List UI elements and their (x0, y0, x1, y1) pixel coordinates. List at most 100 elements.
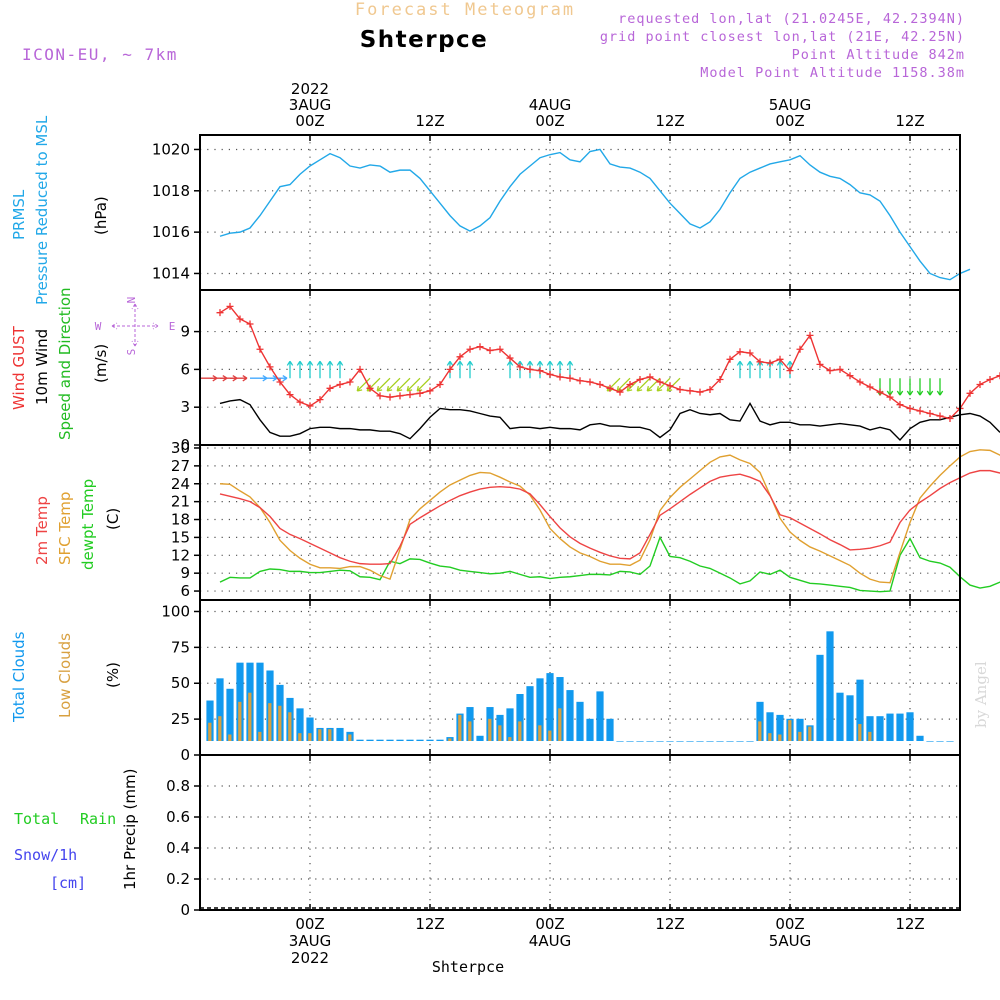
total-cloud-bar (756, 701, 764, 741)
gust-point (626, 381, 634, 389)
y-tick-label: 24 (171, 475, 190, 493)
top-time-label: 12Z (655, 112, 684, 130)
temp-2m-label: 2m Temp (33, 496, 51, 565)
panel-grids (200, 135, 960, 910)
total-cloud-bar (916, 735, 924, 741)
gust-point (616, 388, 624, 396)
wind-arrow-icon (896, 378, 904, 396)
compass-cross-icon (111, 303, 159, 347)
low-cloud-bar (858, 724, 862, 741)
gust-point (466, 345, 474, 353)
gust-point (706, 386, 714, 394)
gust-point (266, 363, 274, 371)
wind-arrow-icon (396, 377, 411, 392)
total-cloud-bar (886, 713, 894, 741)
low-cloud-bar (468, 721, 472, 741)
wind-arrow-icon (336, 360, 344, 379)
temperature-frame (199, 444, 961, 601)
total-cloud-bar (306, 717, 314, 741)
wind-labels: Wind GUST 10m Wind Speed and Direction (… (10, 287, 175, 440)
total-cloud-bar (416, 739, 424, 741)
gust-point (406, 391, 414, 399)
rain-label: Rain (80, 810, 116, 828)
top-time-label: 00Z (775, 112, 804, 130)
wind-arrow-icon (906, 378, 914, 396)
gust-point (836, 365, 844, 373)
gust-point (366, 384, 374, 392)
total-cloud-bar (226, 688, 234, 741)
gust-point (376, 392, 384, 400)
total-cloud-bar (826, 631, 834, 741)
gust-point (486, 346, 494, 354)
wind-arrow-icon (656, 377, 671, 392)
top-time-label: 5AUG (769, 96, 811, 114)
gust-point (336, 381, 344, 389)
total-cloud-bar (706, 741, 714, 742)
sfc-temp-line (219, 449, 1000, 584)
total-cloud-bar (766, 712, 774, 741)
precipitation-grid (200, 755, 960, 910)
cm-label: [cm] (50, 874, 86, 892)
total-cloud-bar (436, 739, 444, 741)
total-cloud-bar (946, 741, 954, 742)
total-cloud-bar (726, 741, 734, 742)
gust-point (746, 349, 754, 357)
low-cloud-bar (238, 701, 242, 741)
y-tick-label: 0 (180, 436, 190, 454)
total-cloud-bar (546, 673, 554, 741)
y-tick-label: 1016 (152, 223, 190, 241)
low-cloud-bar (788, 720, 792, 741)
total-cloud-bar (856, 679, 864, 741)
requested-coords: requested lon,lat (21.0245E, 42.2394N) (618, 11, 965, 27)
low-cloud-bar (268, 703, 272, 741)
gust-point (256, 345, 264, 353)
low-cloud-bar (508, 737, 512, 741)
top-time-label: 4AUG (529, 96, 571, 114)
wind-arrow-icon (406, 377, 421, 392)
header: Forecast Meteogram Shterpce ICON-EU, ~ 7… (22, 0, 965, 81)
gust-point (236, 315, 244, 323)
temperature-layer (219, 449, 1000, 593)
gust-point (596, 381, 604, 389)
gust-point (986, 375, 994, 383)
gust-point (716, 375, 724, 383)
gust-point (976, 381, 984, 389)
low-cloud-bar (218, 716, 222, 741)
bottom-time-label: 00Z (775, 915, 804, 933)
gust-point (886, 393, 894, 401)
total-cloud-bar (696, 741, 704, 742)
dewpt-temp-line (219, 535, 1000, 593)
wind-10m-label: 10m Wind (33, 329, 51, 405)
gust-point (686, 387, 694, 395)
y-tick-label: 30 (171, 439, 190, 457)
low-cloud-bar (278, 705, 282, 741)
gust-point (666, 382, 674, 390)
cloud-bars (206, 631, 954, 742)
y-tick-label: 0.4 (166, 839, 190, 857)
y-tick-label: 1014 (152, 264, 190, 282)
gust-point (696, 388, 704, 396)
top-time-label: 00Z (535, 112, 564, 130)
footer-location: Shterpce (432, 958, 504, 976)
wind-arrow-icon (296, 360, 304, 379)
gust-point (396, 392, 404, 400)
gust-point (216, 309, 224, 317)
total-cloud-bar (606, 718, 614, 741)
gust-point (606, 384, 614, 392)
pressure-grid (200, 135, 960, 290)
total-cloud-bar (686, 741, 694, 742)
gust-point (646, 373, 654, 381)
gust-point (766, 359, 774, 367)
total-cloud-bar (836, 692, 844, 741)
wind-gust-line (219, 305, 1000, 420)
total-cloud-bar (596, 691, 604, 741)
wind-dir-label: Speed and Direction (56, 287, 74, 440)
grid-point-coords: grid point closest lon,lat (21E, 42.25N) (600, 29, 965, 45)
low-clouds-label: Low Clouds (56, 633, 74, 718)
gust-point (276, 378, 284, 386)
y-tick-label: 75 (171, 638, 190, 656)
total-cloud-bar (896, 713, 904, 741)
gust-point (546, 370, 554, 378)
total-cloud-bar (426, 739, 434, 741)
